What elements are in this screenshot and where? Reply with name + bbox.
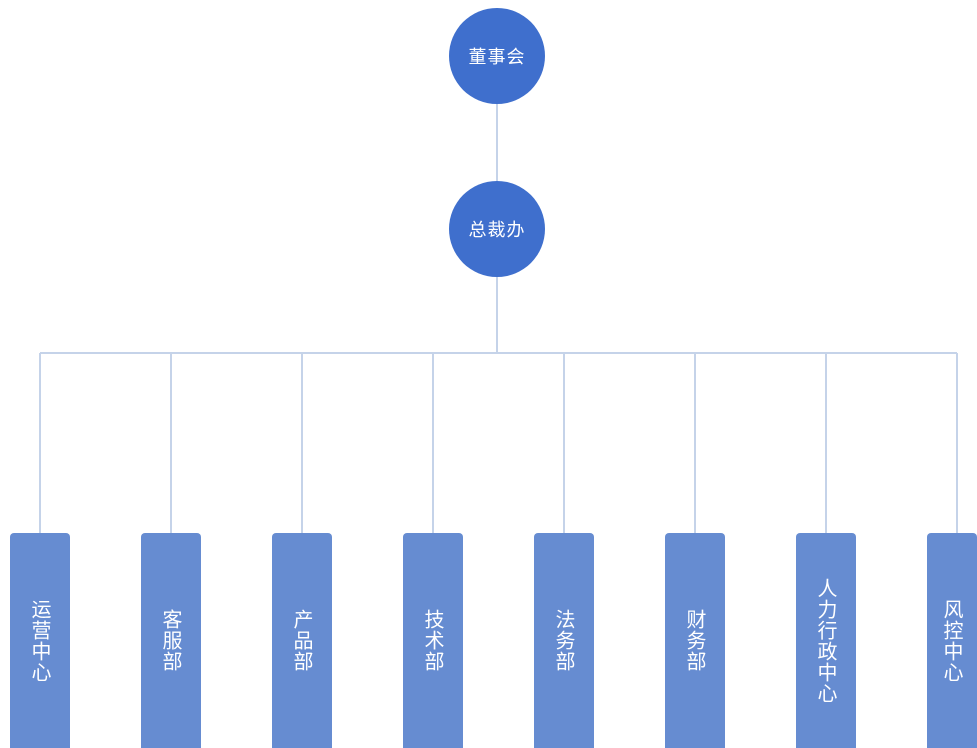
- dept-label: 技术部: [421, 609, 445, 672]
- dept-legal[interactable]: 法务部: [534, 533, 594, 748]
- dept-label: 财务部: [683, 609, 707, 672]
- dept-finance[interactable]: 财务部: [665, 533, 725, 748]
- dept-label: 风控中心: [940, 598, 964, 683]
- dept-label: 法务部: [552, 609, 576, 672]
- dept-customer-service[interactable]: 客服部: [141, 533, 201, 748]
- board-node[interactable]: 董事会: [449, 8, 545, 104]
- board-node-label: 董事会: [468, 47, 526, 68]
- dept-hr-admin-center[interactable]: 人力行政中心: [796, 533, 856, 748]
- dept-risk-control-center[interactable]: 风控中心: [927, 533, 977, 748]
- dept-product[interactable]: 产品部: [272, 533, 332, 748]
- president-office-node-label: 总裁办: [468, 220, 526, 241]
- dept-technology[interactable]: 技术部: [403, 533, 463, 748]
- president-office-node[interactable]: 总裁办: [449, 181, 545, 277]
- dept-label: 运营中心: [28, 598, 52, 683]
- dept-label: 客服部: [159, 609, 183, 672]
- dept-operations-center[interactable]: 运营中心: [10, 533, 70, 748]
- dept-label: 产品部: [290, 609, 314, 672]
- dept-label: 人力行政中心: [814, 577, 838, 704]
